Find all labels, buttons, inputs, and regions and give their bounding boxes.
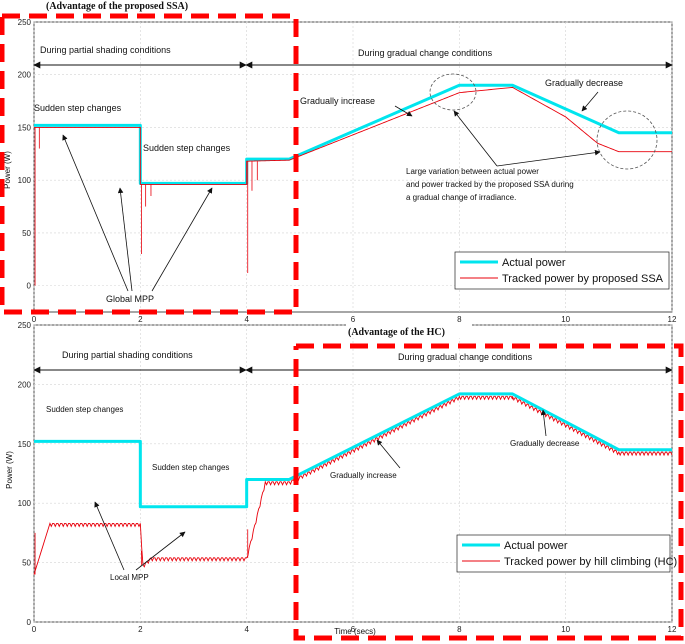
annotation-sudden-left: Sudden step changes [46,405,123,414]
y-tick-label: 200 [18,71,32,80]
series-tracked-line [34,86,672,185]
y-tick-label: 0 [27,282,32,291]
x-axis-label: Time (secs) [334,627,376,636]
x-tick-label: 12 [668,625,677,634]
arrow-large-var-1 [453,110,498,167]
y-tick-label: 200 [18,380,32,389]
x-tick-label: 10 [561,315,570,324]
section-label-right: During gradual change conditions [398,352,533,362]
series [34,83,672,286]
x-tick-label: 2 [138,315,143,324]
legend-tracked: Tracked power by hill climbing (HC) [504,556,677,568]
x-tick-label: 10 [561,625,570,634]
arrow-large-var-2 [496,149,601,167]
annotation-large-var-2: and power tracked by the proposed SSA du… [406,180,574,189]
y-tick-label: 100 [18,176,32,185]
arrow-global-3 [151,187,213,292]
x-tick-label: 4 [244,625,249,634]
arrow-grad-inc [376,439,401,469]
x-tick-label: 2 [138,625,143,634]
annotation-sudden-left: Sudden step changes [34,103,122,113]
x-tick-label: 8 [457,625,462,634]
legend-tracked: Tracked power by proposed SSA [502,273,664,285]
y-tick-label: 100 [18,499,32,508]
arrow-local-1 [94,501,125,571]
section-label-left: During partial shading conditions [40,45,171,55]
y-tick-label: 50 [22,559,31,568]
arrow-global-2 [117,187,133,292]
x-tick-label: 4 [244,315,249,324]
y-tick-label: 150 [18,440,32,449]
x-tick-label: 6 [351,625,356,634]
arrow-global-1 [62,134,129,292]
highlight-frame-hc [293,343,684,641]
chart-title-bottom: (Advantage of the HC) [348,327,445,338]
y-tick-label: 150 [18,123,32,132]
highlight-frame-ssa [0,13,299,315]
section-label-right: During gradual change conditions [358,48,493,58]
chart-bottom: 0 50 100 150 200 250 0 2 4 6 8 10 12 Power (W) Time … [5,321,677,636]
legend: Actual power Tracked power by hill climb… [456,534,677,573]
arrow-local-2 [135,531,186,571]
legend-actual: Actual power [502,257,566,269]
x-tick-label: 0 [32,315,37,324]
annotation-local-mpp: Local MPP [110,573,149,582]
highlight-ellipse-peak [429,73,477,111]
x-tick-label: 12 [668,315,677,324]
y-tick-label: 250 [18,18,32,27]
highlight-ellipse-end [596,110,658,170]
arrow-grad-dec [540,409,547,437]
tick-labels: 0 50 100 150 200 250 0 2 4 6 8 10 12 [18,321,677,634]
annotation-large-var-3: a gradual change of irradiance. [406,193,516,202]
annotation-grad-inc: Gradually increase [300,96,375,106]
chart-title-top: (Advantage of the proposed SSA) [46,1,188,12]
series [33,392,673,575]
y-tick-label: 250 [18,321,32,330]
series-actual-line [34,392,672,509]
annotation-grad-inc: Gradually increase [330,471,397,480]
arrow-to-sudden-dec [581,91,599,112]
highlight-frames [0,13,684,641]
annotation-grad-dec: Gradually decrease [510,439,580,448]
chart-top: 0 50 100 150 200 250 0 2 4 6 8 10 12 Power (W) Durin… [3,18,677,324]
gridlines [33,324,673,623]
tick-labels: 0 50 100 150 200 250 0 2 4 6 8 10 12 [18,18,677,324]
legend-actual: Actual power [504,540,568,552]
x-tick-label: 6 [351,315,356,324]
x-tick-label: 0 [32,625,37,634]
annotation-sudden-mid: Sudden step changes [152,463,229,472]
legend: Actual power Tracked power by proposed S… [454,251,670,290]
series-tracked-line [33,395,673,575]
y-axis-label: Power (W) [5,451,14,489]
annotation-global-mpp: Global MPP [106,294,154,304]
x-tick-label: 8 [457,315,462,324]
annotation-grad-dec: Gradually decrease [545,78,623,88]
annotation-large-var-1: Large variation between actual power [406,167,539,176]
annotation-sudden-mid: Sudden step changes [143,143,231,153]
y-axis-label: Power (W) [3,151,12,189]
y-tick-label: 0 [27,618,32,627]
y-tick-label: 50 [22,229,31,238]
arrow-to-grad-inc [394,105,413,117]
section-label-left: During partial shading conditions [62,350,193,360]
